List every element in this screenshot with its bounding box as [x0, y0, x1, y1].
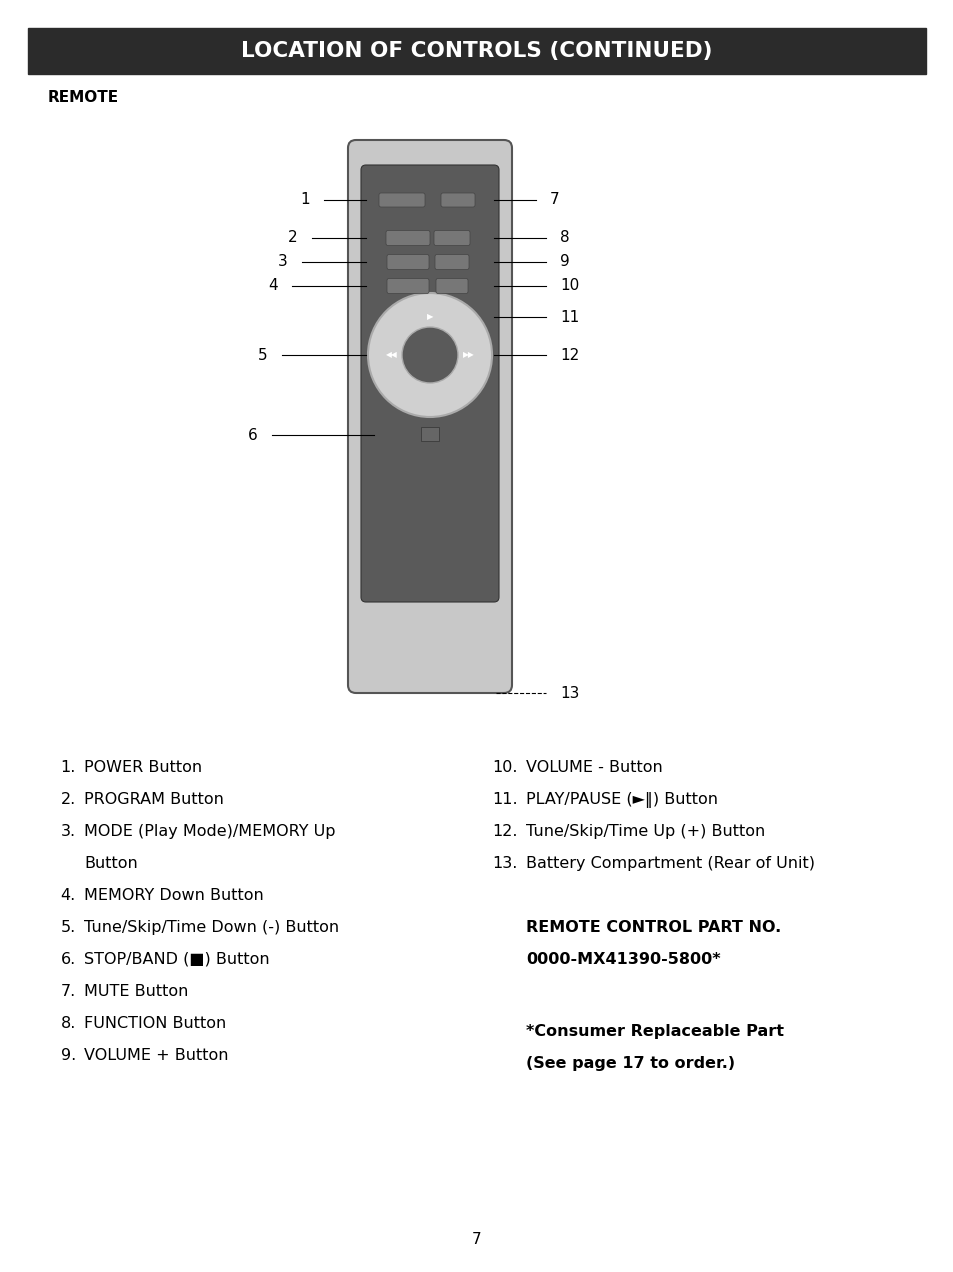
Text: Tune/Skip/Time Up (+) Button: Tune/Skip/Time Up (+) Button [525, 824, 764, 840]
Text: REMOTE: REMOTE [48, 90, 119, 106]
Text: 5.: 5. [61, 920, 76, 935]
Text: STOP/BAND (■) Button: STOP/BAND (■) Button [84, 951, 270, 967]
Text: 12: 12 [559, 347, 578, 363]
Text: FUNCTION Button: FUNCTION Button [84, 1016, 226, 1032]
FancyBboxPatch shape [435, 254, 469, 270]
Bar [420, 427, 438, 441]
FancyBboxPatch shape [434, 230, 470, 245]
Text: 7: 7 [550, 192, 559, 207]
Text: MODE (Play Mode)/MEMORY Up: MODE (Play Mode)/MEMORY Up [84, 824, 335, 840]
Text: 3.: 3. [61, 824, 76, 840]
Bar [28, 28, 925, 74]
Text: 2: 2 [288, 230, 297, 245]
FancyBboxPatch shape [378, 193, 424, 207]
Text: 5: 5 [258, 347, 268, 363]
Text: MUTE Button: MUTE Button [84, 985, 188, 999]
Text: 7.: 7. [61, 985, 76, 999]
Text: 6: 6 [248, 427, 257, 443]
FancyBboxPatch shape [348, 140, 512, 693]
Text: Tune/Skip/Time Down (-) Button: Tune/Skip/Time Down (-) Button [84, 920, 338, 935]
Text: ▶: ▶ [426, 312, 433, 321]
FancyBboxPatch shape [360, 165, 498, 602]
FancyBboxPatch shape [387, 254, 429, 270]
Text: MEMORY Down Button: MEMORY Down Button [84, 888, 263, 903]
Text: Button: Button [84, 856, 137, 871]
Text: *Consumer Replaceable Part: *Consumer Replaceable Part [525, 1024, 783, 1039]
Text: REMOTE CONTROL PART NO.: REMOTE CONTROL PART NO. [525, 920, 781, 935]
Text: 11: 11 [559, 309, 578, 324]
Text: VOLUME + Button: VOLUME + Button [84, 1048, 229, 1063]
FancyBboxPatch shape [387, 279, 429, 294]
Text: Battery Compartment (Rear of Unit): Battery Compartment (Rear of Unit) [525, 856, 814, 871]
Circle shape [368, 293, 492, 417]
Text: 0000-MX41390-5800*: 0000-MX41390-5800* [525, 951, 720, 967]
Text: 3: 3 [278, 254, 288, 270]
Circle shape [401, 327, 457, 383]
Text: 2.: 2. [61, 792, 76, 806]
Text: 6.: 6. [61, 951, 76, 967]
FancyBboxPatch shape [436, 279, 468, 294]
Text: 9.: 9. [61, 1048, 76, 1063]
Text: POWER Button: POWER Button [84, 759, 202, 775]
Text: 8: 8 [559, 230, 569, 245]
Text: (See page 17 to order.): (See page 17 to order.) [525, 1056, 735, 1071]
Text: 4.: 4. [61, 888, 76, 903]
Text: VOLUME - Button: VOLUME - Button [525, 759, 662, 775]
Text: 4: 4 [268, 279, 277, 294]
Text: 1: 1 [300, 192, 310, 207]
FancyBboxPatch shape [440, 193, 475, 207]
Text: 7: 7 [472, 1233, 481, 1248]
Text: 10: 10 [559, 279, 578, 294]
Text: ▶▶: ▶▶ [462, 351, 474, 360]
Text: 12.: 12. [492, 824, 517, 840]
Text: ◀◀: ◀◀ [385, 351, 397, 360]
Text: 10.: 10. [492, 759, 517, 775]
Text: 9: 9 [559, 254, 569, 270]
Text: 13.: 13. [492, 856, 517, 871]
Text: 1.: 1. [61, 759, 76, 775]
Text: PROGRAM Button: PROGRAM Button [84, 792, 224, 806]
Text: PLAY/PAUSE (►‖) Button: PLAY/PAUSE (►‖) Button [525, 792, 718, 808]
Text: 11.: 11. [492, 792, 517, 806]
Text: LOCATION OF CONTROLS (CONTINUED): LOCATION OF CONTROLS (CONTINUED) [241, 41, 712, 61]
FancyBboxPatch shape [386, 230, 430, 245]
Text: 13: 13 [559, 686, 578, 701]
Text: 8.: 8. [61, 1016, 76, 1032]
